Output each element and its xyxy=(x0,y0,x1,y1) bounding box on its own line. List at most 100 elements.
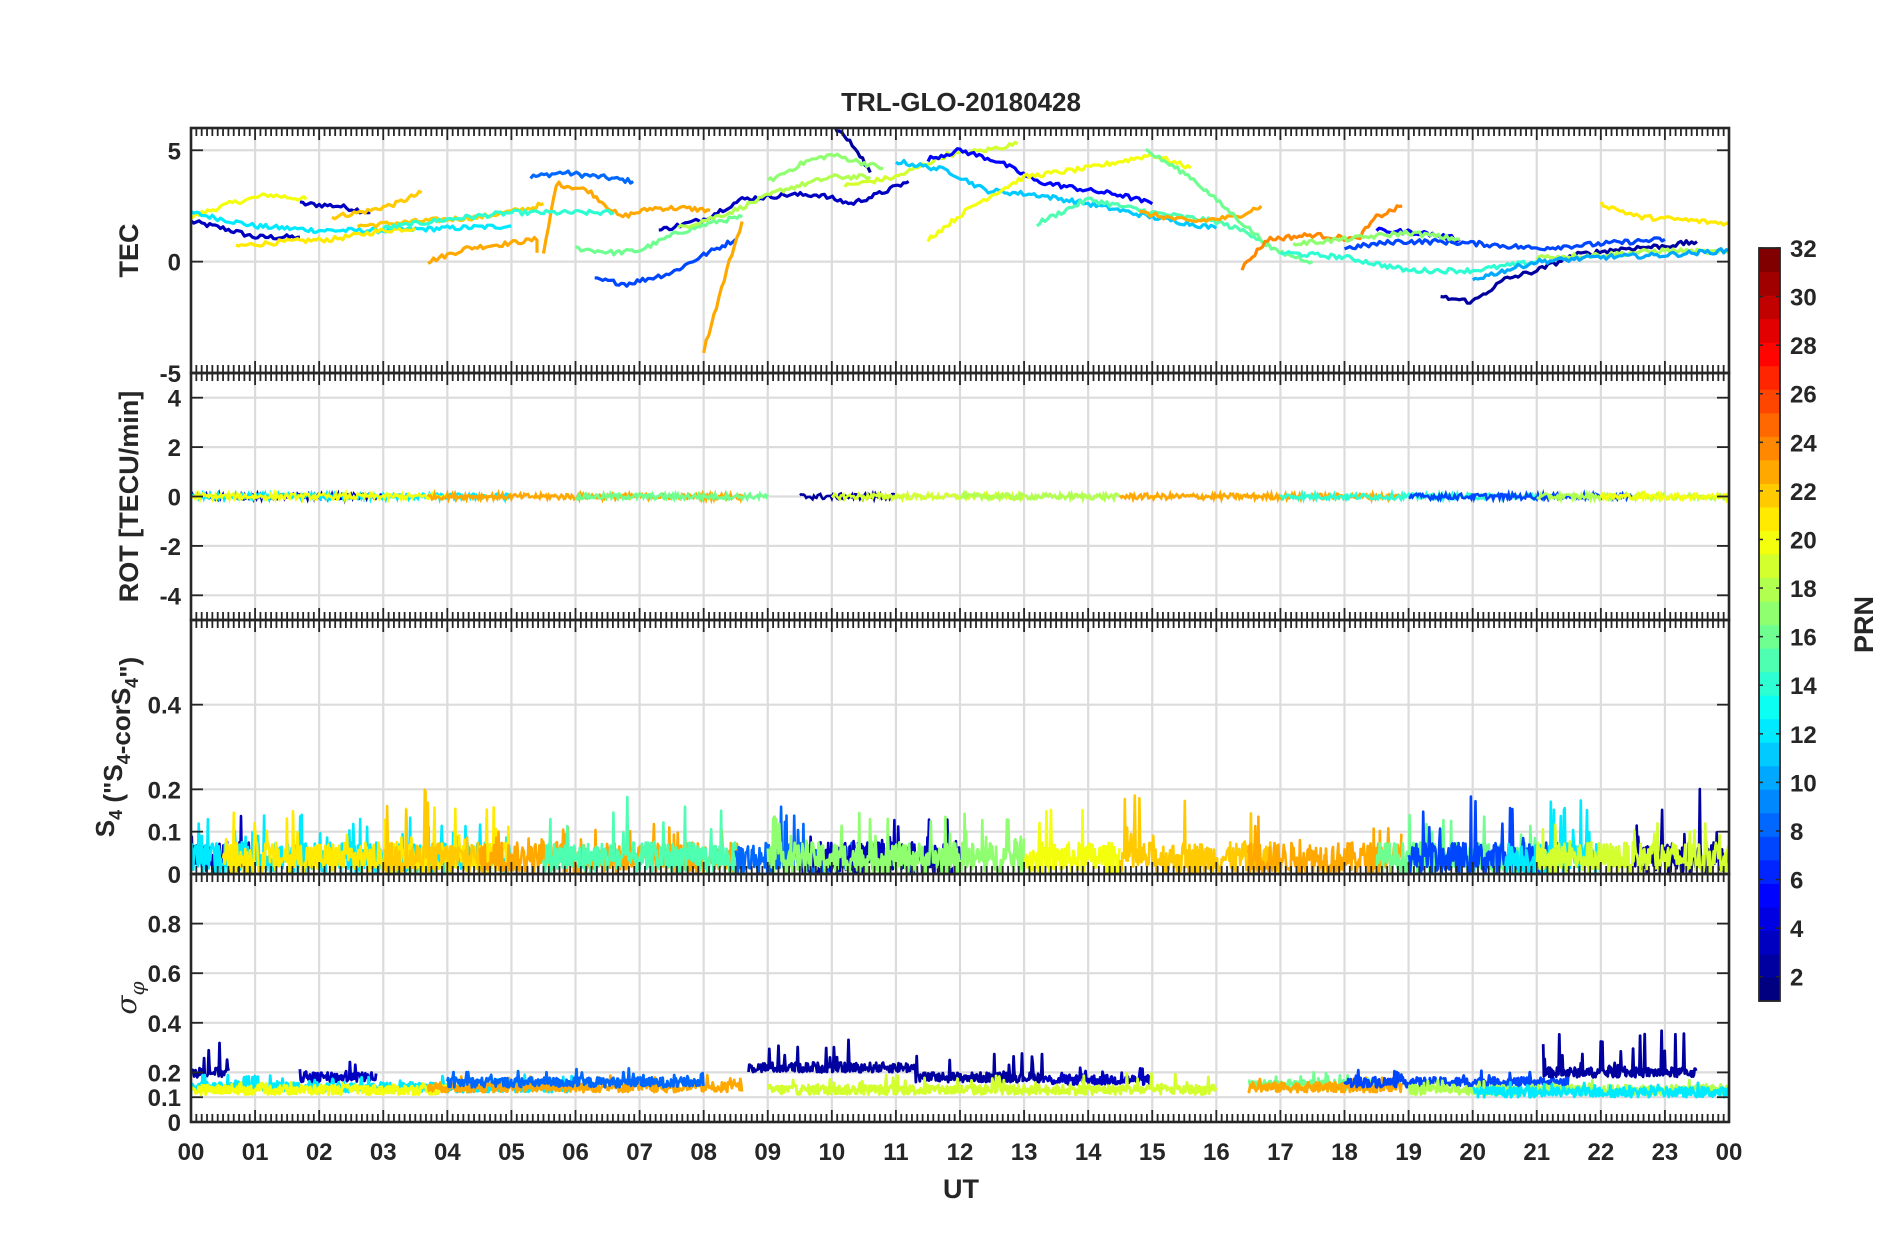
tec-series-line xyxy=(235,226,417,248)
colorbar-swatch xyxy=(1759,648,1780,673)
colorbar-swatch xyxy=(1759,342,1780,367)
colorbar-swatch xyxy=(1759,577,1780,602)
rot-y-tick-label: 0 xyxy=(168,485,181,512)
tec-y-axis-label: TEC xyxy=(114,224,144,278)
colorbar-tick-label: 24 xyxy=(1790,430,1817,457)
sigma-series-line xyxy=(913,1052,1045,1084)
tec-series-line xyxy=(1036,196,1268,246)
colorbar-swatch xyxy=(1759,718,1780,743)
tec-series-line xyxy=(1292,229,1461,247)
rot-series-line xyxy=(1119,488,1404,505)
colorbar-swatch xyxy=(1759,412,1780,437)
colorbar-swatch xyxy=(1759,530,1780,555)
x-tick-label: 01 xyxy=(242,1139,269,1166)
rot-series xyxy=(191,488,1729,505)
colorbar-swatch xyxy=(1759,483,1780,508)
rot-series-line xyxy=(574,489,769,503)
colorbar-tick-label: 14 xyxy=(1790,673,1817,700)
rot-series-line xyxy=(830,489,1026,504)
colorbar-swatch xyxy=(1759,436,1780,461)
tec-series-line xyxy=(529,169,635,185)
x-axis-label: UT xyxy=(943,1174,979,1204)
colorbar-swatch xyxy=(1759,600,1780,626)
sigma-y-axis-label: σφ xyxy=(110,981,149,1014)
x-tick-label: 08 xyxy=(690,1139,717,1166)
colorbar-swatch xyxy=(1759,318,1780,343)
sigma-series-line xyxy=(1472,1081,1729,1099)
tec-series-line xyxy=(843,140,1019,188)
chart-title: TRL-GLO-20180428 xyxy=(841,87,1081,117)
colorbar-label: PRN xyxy=(1849,596,1879,653)
rot-series-line xyxy=(427,488,744,505)
colorbar-tick-label: 10 xyxy=(1790,770,1817,797)
sigma-series-line xyxy=(747,1038,916,1074)
tec-series-line xyxy=(382,208,615,231)
s4-y-tick-label: 0.1 xyxy=(148,820,181,847)
colorbar-tick-label: 20 xyxy=(1790,527,1817,554)
x-tick-label: 10 xyxy=(818,1139,845,1166)
x-tick-label: 18 xyxy=(1331,1139,1358,1166)
x-tick-label: 00 xyxy=(1716,1139,1743,1166)
x-tick-label: 14 xyxy=(1075,1139,1102,1166)
x-tick-label: 22 xyxy=(1587,1139,1614,1166)
colorbar-tick-label: 18 xyxy=(1790,576,1817,603)
tec-series-line xyxy=(926,153,1192,243)
colorbar-swatch xyxy=(1759,271,1780,296)
tec-series-line xyxy=(331,189,423,221)
x-tick-label: 09 xyxy=(754,1139,781,1166)
rot-series-line xyxy=(1599,489,1729,504)
s4-series-line xyxy=(382,788,480,874)
tec-series-line xyxy=(191,219,301,241)
colorbar-swatch xyxy=(1759,836,1780,861)
x-tick-label: 06 xyxy=(562,1139,589,1166)
x-tick-label: 00 xyxy=(178,1139,205,1166)
colorbar-swatch xyxy=(1759,624,1780,649)
tec-y-tick-label: 0 xyxy=(168,250,181,277)
sigma-series-line xyxy=(191,1080,448,1097)
sigma-series-line xyxy=(1343,1068,1570,1089)
x-tick-label: 05 xyxy=(498,1139,525,1166)
x-tick-label: 12 xyxy=(947,1139,974,1166)
tec-series-line xyxy=(766,152,884,183)
colorbar-tick-label: 2 xyxy=(1790,965,1803,992)
x-axis: 00 01 02 03 04 05 06 07 08 09 10 11 12 13 14 15 16 17 18 19… xyxy=(178,1139,1743,1166)
sigma-series xyxy=(191,1029,1729,1099)
x-tick-label: 03 xyxy=(370,1139,397,1166)
rot-x-ticks xyxy=(190,373,1730,620)
x-tick-label: 15 xyxy=(1139,1139,1166,1166)
sigma-series-line xyxy=(191,1041,231,1079)
colorbar-tick-label: 22 xyxy=(1790,479,1817,506)
colorbar-swatch xyxy=(1759,930,1780,955)
sigma-series-line xyxy=(766,1071,1218,1097)
sigma-series-line xyxy=(298,1060,378,1084)
sigma-series-line xyxy=(1041,1066,1154,1086)
sigma-y-tick-label: 0.2 xyxy=(148,1060,181,1087)
colorbar-swatch xyxy=(1759,977,1780,1002)
s4-series-line xyxy=(1247,815,1403,874)
colorbar-swatch xyxy=(1759,695,1780,720)
colorbar-swatch xyxy=(1759,295,1780,320)
tec-series-line xyxy=(575,213,743,257)
tec-series xyxy=(191,128,1729,354)
rot-y-axis-label: ROT [TECU/min] xyxy=(114,391,144,602)
colorbar-swatch xyxy=(1759,553,1780,579)
tec-series-line xyxy=(1599,201,1729,227)
x-tick-label: 20 xyxy=(1459,1139,1486,1166)
tec-series-line xyxy=(427,235,539,265)
x-tick-label: 04 xyxy=(434,1139,461,1166)
tec-series-line xyxy=(677,173,872,229)
tec-series-line xyxy=(702,221,744,354)
tec-series-line xyxy=(541,180,711,254)
colorbar-swatch xyxy=(1759,506,1780,531)
sigma-y-tick-label: 0.1 xyxy=(148,1085,181,1112)
colorbar-tick-label: 12 xyxy=(1790,722,1817,749)
colorbar-swatch xyxy=(1759,248,1780,273)
colorbar-tick-label: 32 xyxy=(1790,236,1817,263)
colorbar-tick-label: 4 xyxy=(1790,916,1804,943)
tec-series-line xyxy=(1240,204,1403,271)
x-tick-label: 19 xyxy=(1395,1139,1422,1166)
colorbar-swatch xyxy=(1759,365,1780,390)
colorbar-swatch xyxy=(1759,883,1780,908)
rot-y-tick-label: -2 xyxy=(160,534,181,561)
